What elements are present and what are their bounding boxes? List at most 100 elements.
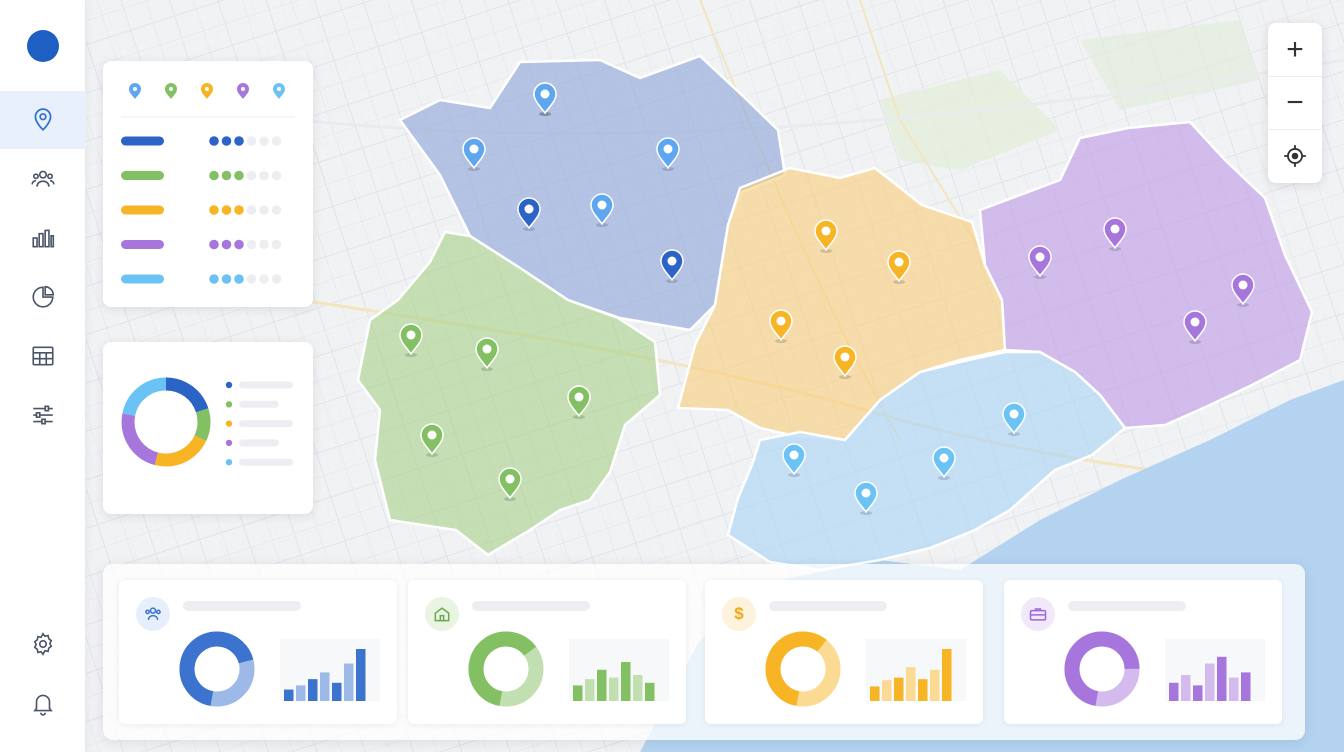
- sidebar-item-notifications[interactable]: [0, 674, 86, 732]
- map-pin-icon[interactable]: [475, 337, 499, 371]
- map-pin-icon[interactable]: [769, 309, 793, 343]
- sidebar-item-filters[interactable]: [0, 386, 86, 444]
- sliders-icon: [33, 405, 53, 425]
- bar[interactable]: [1205, 663, 1215, 701]
- locate-button[interactable]: [1268, 129, 1322, 182]
- sidebar-item-table[interactable]: [0, 327, 86, 385]
- donut-segment[interactable]: [121, 377, 211, 467]
- legend-pin-icon[interactable]: [129, 83, 141, 99]
- legend-rating-dot: [246, 170, 257, 181]
- sidebar-item-users[interactable]: [0, 150, 86, 208]
- map-pin-icon[interactable]: [887, 250, 911, 284]
- bar[interactable]: [284, 689, 294, 701]
- map-pin-icon[interactable]: [854, 481, 878, 515]
- bar[interactable]: [882, 680, 892, 701]
- legend-rating-dot: [234, 274, 244, 284]
- bar[interactable]: [1181, 675, 1191, 701]
- map-pin-icon[interactable]: [814, 219, 838, 253]
- zoom-out-button[interactable]: −: [1268, 76, 1322, 129]
- park-area: [1080, 20, 1260, 110]
- bar[interactable]: [906, 667, 916, 701]
- map-pin-icon[interactable]: [399, 323, 423, 357]
- legend-panel: [103, 61, 313, 307]
- map-pin-icon[interactable]: [1002, 402, 1026, 436]
- highway: [859, 0, 981, 251]
- bar[interactable]: [942, 649, 952, 701]
- bar[interactable]: [621, 662, 631, 701]
- legend-pin-icon[interactable]: [165, 83, 177, 99]
- bar[interactable]: [573, 685, 583, 701]
- map-pin-icon[interactable]: [590, 193, 614, 227]
- stat-card-revenue[interactable]: $: [705, 580, 983, 724]
- bar[interactable]: [332, 682, 342, 701]
- region-light-blue[interactable]: [726, 350, 1127, 572]
- map-pin-icon[interactable]: [1103, 217, 1127, 251]
- distribution-legend-label-placeholder: [239, 420, 293, 428]
- bar[interactable]: [645, 682, 655, 701]
- bar[interactable]: [1229, 677, 1239, 701]
- gear-icon: [33, 632, 53, 656]
- region-purple[interactable]: [978, 120, 1314, 430]
- sidebar-item-bar-chart[interactable]: [0, 209, 86, 267]
- bar[interactable]: [1217, 656, 1227, 701]
- map-pin-icon[interactable]: [1028, 245, 1052, 279]
- bar[interactable]: [356, 649, 366, 701]
- bar[interactable]: [1241, 672, 1251, 701]
- legend-pin-icon[interactable]: [201, 83, 213, 99]
- zoom-in-button[interactable]: +: [1286, 32, 1304, 66]
- legend-pin-icon[interactable]: [237, 83, 249, 99]
- legend-swatch: [121, 136, 164, 146]
- stat-card-users[interactable]: [119, 580, 397, 724]
- distribution-panel: [103, 342, 313, 514]
- app-logo[interactable]: [27, 30, 59, 62]
- map-pin-icon[interactable]: [462, 137, 486, 171]
- bar[interactable]: [1193, 685, 1203, 701]
- legend-rating-dot: [246, 274, 257, 284]
- map-pin-icon[interactable]: [533, 82, 557, 116]
- sidebar-item-pie-chart[interactable]: [0, 268, 86, 326]
- bar[interactable]: [870, 686, 880, 701]
- map-pin-icon[interactable]: [656, 137, 680, 171]
- sidebar-item-map[interactable]: [0, 91, 86, 149]
- bar[interactable]: [930, 669, 940, 701]
- donut-progress[interactable]: [765, 631, 841, 707]
- bar[interactable]: [344, 663, 354, 701]
- bar[interactable]: [308, 679, 318, 701]
- legend-rating-dot: [246, 205, 257, 215]
- sidebar-item-settings[interactable]: [0, 615, 86, 673]
- stat-card-business[interactable]: [1004, 580, 1282, 724]
- stat-card-housing[interactable]: [408, 580, 686, 724]
- home-icon: [434, 607, 450, 622]
- bar[interactable]: [633, 675, 643, 701]
- region-green[interactable]: [356, 230, 662, 557]
- map-pin-icon[interactable]: [660, 249, 684, 283]
- bar[interactable]: [1169, 682, 1179, 701]
- bar[interactable]: [609, 677, 619, 701]
- bar[interactable]: [296, 685, 306, 701]
- map-pin-icon[interactable]: [782, 443, 806, 477]
- map-pin-icon[interactable]: [833, 345, 857, 379]
- legend-rating-dot: [209, 274, 219, 284]
- donut-segment[interactable]: [121, 377, 211, 467]
- bar[interactable]: [320, 672, 330, 701]
- map-pin-icon[interactable]: [1183, 310, 1207, 344]
- donut-segment[interactable]: [121, 377, 211, 467]
- bar[interactable]: [894, 677, 904, 701]
- legend-rating-dot: [246, 136, 257, 146]
- distribution-donut-chart: [121, 377, 293, 467]
- map-pin-icon[interactable]: [567, 385, 591, 419]
- legend-pin-icon[interactable]: [273, 83, 285, 99]
- bar[interactable]: [585, 679, 595, 701]
- map-pin-icon[interactable]: [1231, 273, 1255, 307]
- map-pin-icon[interactable]: [420, 423, 444, 457]
- donut-segment[interactable]: [121, 377, 211, 467]
- map-pin-icon[interactable]: [932, 446, 956, 480]
- bar[interactable]: [918, 679, 928, 701]
- map-pin-icon[interactable]: [517, 197, 541, 231]
- legend-rating-dot: [209, 136, 219, 146]
- stats-bar: $: [103, 564, 1305, 740]
- bar[interactable]: [597, 669, 607, 701]
- map-pin-icon[interactable]: [498, 467, 522, 501]
- donut-progress[interactable]: [1064, 631, 1140, 707]
